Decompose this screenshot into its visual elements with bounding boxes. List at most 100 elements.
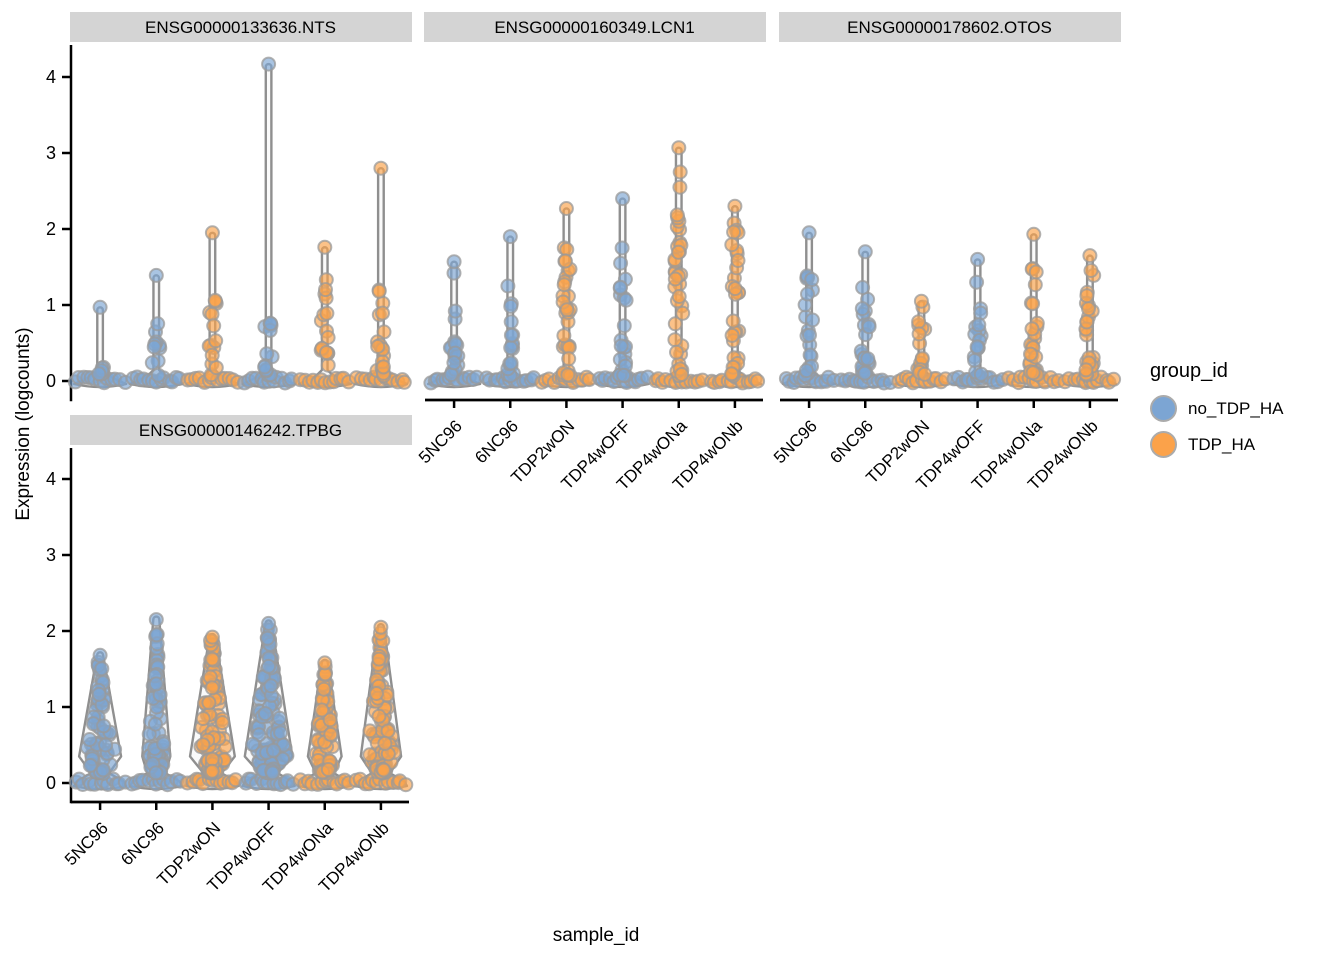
expression-point (750, 373, 766, 389)
violin-points (292, 239, 357, 391)
legend: group_id no_TDP_HA TDP_HA (1150, 360, 1283, 467)
violin-5NC96 (67, 299, 133, 391)
expression-point (92, 647, 108, 663)
x-tick-label: 6NC96 (117, 818, 168, 869)
y-tick-label: 3 (46, 143, 56, 163)
expression-point (92, 299, 108, 315)
expression-point (373, 160, 389, 176)
expression-point (204, 225, 220, 241)
expression-point (725, 313, 741, 329)
expression-point (263, 316, 279, 332)
expression-point (727, 198, 743, 214)
expression-point (320, 762, 336, 777)
expression-point (724, 366, 740, 382)
expression-point (1106, 371, 1122, 387)
expression-point (911, 314, 927, 330)
y-tick-label: 0 (46, 773, 56, 793)
expression-point (266, 742, 281, 758)
legend-item: TDP_HA (1150, 431, 1283, 458)
violin-5NC96 (68, 647, 133, 792)
expression-point (724, 237, 740, 253)
expression-point (557, 253, 573, 269)
expression-point (319, 345, 334, 360)
legend-title: group_id (1150, 360, 1228, 382)
violin-TDP4wONb (348, 160, 412, 390)
expression-point (272, 710, 288, 726)
violin-TDP2wON (179, 629, 244, 792)
expression-point (371, 708, 387, 724)
x-tick-label: 5NC96 (61, 818, 112, 869)
expression-point (206, 318, 222, 334)
y-axis-title: Expression (logcounts) (13, 327, 34, 521)
expression-point (204, 629, 220, 645)
expression-point (503, 298, 519, 314)
expression-point (556, 277, 572, 293)
expression-point (558, 201, 574, 216)
expression-point (398, 777, 414, 793)
violin-points (348, 619, 414, 793)
expression-point (675, 305, 691, 321)
expression-point (195, 737, 211, 753)
expression-point (96, 718, 112, 734)
expression-point (1025, 365, 1041, 381)
expression-point (1082, 248, 1098, 264)
violin-points (648, 140, 710, 390)
expression-point (671, 289, 687, 304)
expression-point (371, 283, 387, 299)
violin-points (292, 655, 357, 792)
expression-point (857, 365, 873, 381)
x-tick-label: 6NC96 (826, 416, 877, 467)
expression-point (316, 681, 332, 697)
expression-point (503, 340, 519, 356)
expression-point (969, 339, 985, 355)
violin-TDP4wONb (1057, 248, 1122, 391)
expression-point (150, 367, 166, 383)
expression-point (613, 338, 629, 354)
expression-point (724, 327, 740, 343)
expression-point (669, 344, 684, 360)
expression-point (323, 726, 339, 742)
expression-point (207, 292, 223, 308)
expression-point (265, 765, 281, 781)
violin-points (891, 293, 953, 391)
expression-point (1078, 362, 1094, 378)
expression-point (208, 360, 224, 376)
expression-point (804, 272, 820, 288)
y-tick-label: 4 (46, 469, 56, 489)
y-tick-label: 2 (46, 621, 56, 641)
y-tick-label: 0 (46, 371, 56, 391)
expression-point (667, 332, 683, 348)
expression-point (800, 286, 815, 302)
legend-label: TDP_HA (1188, 434, 1256, 454)
expression-point (263, 678, 279, 694)
expression-point (1028, 264, 1044, 280)
expression-point (377, 735, 393, 751)
violin-TDP4wONb (348, 619, 414, 793)
violin-5NC96 (778, 225, 842, 390)
expression-point (1023, 346, 1038, 362)
expression-point (148, 267, 164, 283)
expression-point (1025, 296, 1041, 312)
violin-TDP2wON (180, 225, 246, 390)
violin-points (704, 198, 766, 391)
expression-point (801, 225, 817, 241)
expression-point (257, 706, 273, 722)
expression-point (373, 619, 389, 635)
expression-point (615, 191, 631, 207)
legend-item: no_TDP_HA (1150, 395, 1283, 422)
violin-points (946, 251, 1011, 390)
expression-point (259, 346, 275, 362)
expression-point (671, 140, 687, 156)
expression-point (503, 314, 519, 330)
expression-point (149, 627, 164, 643)
expression-point (613, 255, 629, 271)
violin-points (238, 615, 301, 793)
expression-point (1079, 314, 1095, 330)
expression-point (376, 762, 392, 778)
expression-point (667, 316, 683, 332)
expression-point (380, 723, 396, 739)
expression-point (561, 351, 577, 367)
violin-points (348, 160, 412, 390)
